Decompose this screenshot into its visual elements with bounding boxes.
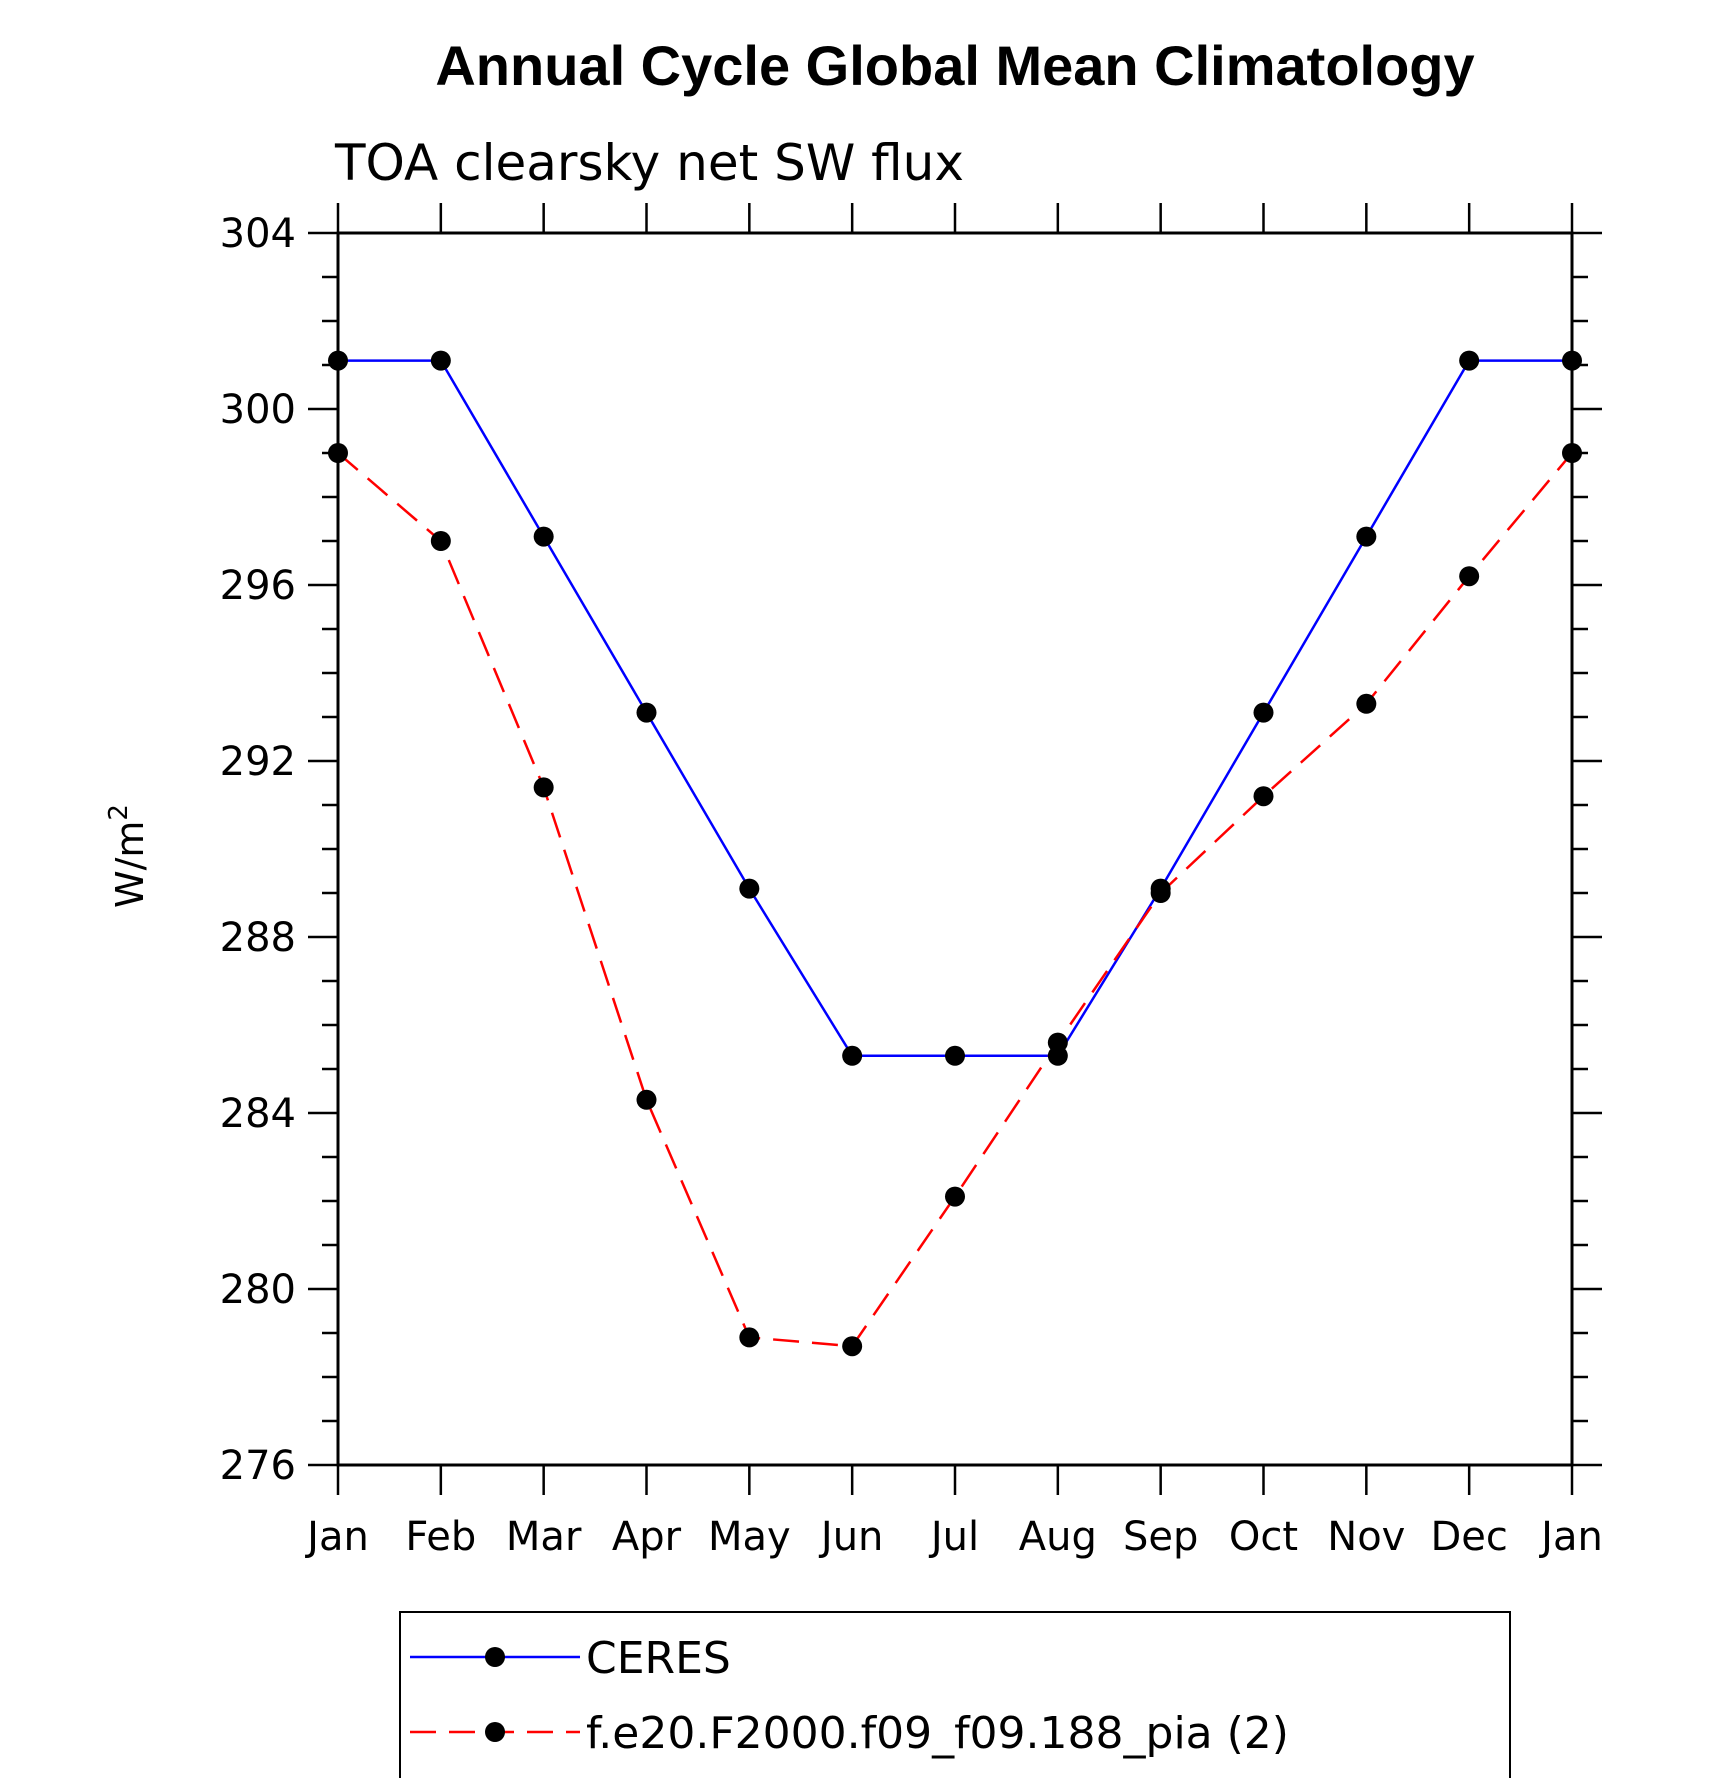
y-tick-label: 292 [220,739,296,785]
series-2-marker [636,1089,657,1110]
series-2-marker [1253,786,1274,807]
x-tick-label: Nov [1327,1514,1405,1560]
series-2-marker [430,531,451,551]
series-2-marker [1150,883,1171,903]
x-tick-label: Jun [818,1514,884,1560]
y-tick-label: 296 [220,563,296,609]
series-2-marker [533,777,554,798]
x-tick-label: Jan [1538,1514,1603,1560]
series-1-marker [533,526,554,547]
x-tick-label: Feb [405,1514,476,1560]
legend: CERES f.e20.F2000.f09_f09.188_pia (2) [399,1611,1511,1778]
series-2-marker [1047,1032,1068,1053]
series-1-marker [945,1045,965,1066]
series-1-marker [842,1045,863,1066]
series-1-marker [1459,350,1480,371]
legend-marker-1 [485,1647,505,1667]
series-line-1 [338,359,1572,1058]
marker-layer [328,350,1582,1357]
series-2-marker [1356,693,1377,714]
x-tick-label: Sep [1123,1514,1198,1560]
y-axis-label: W/m2 [104,804,152,908]
series-1-marker [328,350,348,371]
x-tick-label: Mar [506,1514,582,1560]
x-tick-label: Dec [1430,1514,1507,1560]
series-2-marker [945,1186,965,1207]
plot-frame [336,231,1574,1467]
legend-label-2: f.e20.F2000.f09_f09.188_pia (2) [586,1708,1289,1759]
y-tick-label: 304 [220,211,296,257]
series-1-marker [739,878,760,899]
chart-subtitle: TOA clearsky net SW flux [334,134,964,192]
x-tick-label: Apr [612,1514,682,1560]
legend-box [399,1611,1511,1778]
x-tick-label: Aug [1019,1514,1097,1560]
series-1-marker [1356,526,1377,547]
x-tick-label: May [708,1514,791,1560]
y-tick-label: 276 [220,1443,296,1489]
y-tick-label: 280 [220,1267,296,1313]
y-tick-label: 300 [220,387,296,433]
x-tick-label: Oct [1229,1514,1298,1560]
x-axis: Jan Feb Mar Apr May Jun Jul Aug Sep Oct Nov Dec Jan [304,203,1603,1560]
series-2-marker [1562,443,1582,463]
series-1-marker [1562,350,1582,371]
series-2-marker [1459,566,1480,587]
y-axis-label-exponent: 2 [104,804,134,821]
y-tick-label: 288 [220,915,296,961]
series-2-marker [328,443,348,463]
series-2-marker [739,1327,760,1348]
y-axis: 276 280 284 288 292 296 300 304 [220,211,1602,1489]
y-axis-label-base: W/m [108,821,152,908]
legend-marker-2 [485,1722,505,1742]
y-tick-label: 284 [220,1091,296,1137]
plot-border [336,231,1574,1467]
x-tick-label: Jan [304,1514,369,1560]
series-line-2 [337,452,1573,1348]
series-1-marker [430,350,451,371]
chart-title: Annual Cycle Global Mean Climatology [435,34,1474,97]
legend-label-1: CERES [586,1633,731,1684]
x-tick-label: Jul [928,1514,979,1560]
series-2-marker [842,1336,863,1357]
series-1-marker [636,702,657,723]
series-1-marker [1253,702,1274,723]
